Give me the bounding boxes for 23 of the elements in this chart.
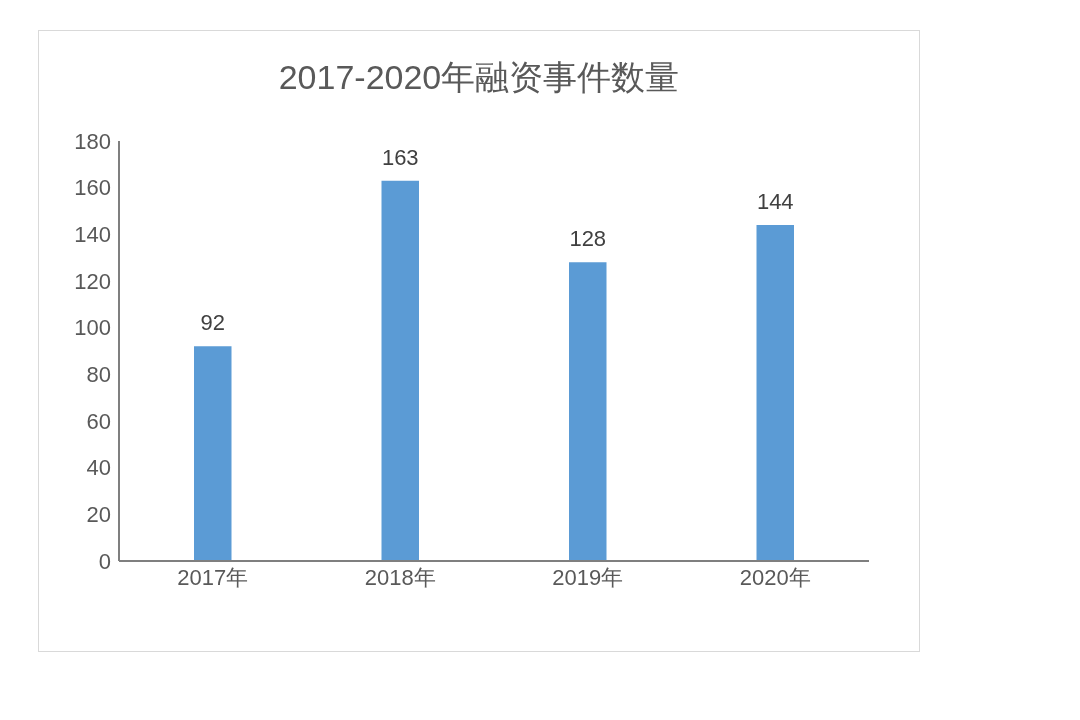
y-tick-label: 20	[86, 502, 111, 528]
y-tick-label: 0	[98, 548, 111, 574]
y-tick-label: 140	[74, 222, 111, 248]
data-label: 92	[200, 310, 225, 336]
data-label: 144	[756, 189, 794, 214]
data-label: 163	[381, 144, 419, 170]
bar	[381, 180, 419, 561]
y-tick-label: 160	[74, 175, 111, 201]
chart-title: 2017-2020年融资事件数量	[277, 57, 681, 98]
x-tick-label: 2018年	[364, 564, 436, 590]
bar	[194, 346, 232, 561]
y-tick-label: 80	[86, 362, 111, 388]
y-tick-label: 100	[74, 315, 111, 341]
y-tick-label: 40	[86, 455, 111, 481]
x-tick-label: 2019年	[552, 564, 624, 590]
y-tick-label: 180	[74, 128, 111, 154]
data-label: 128	[569, 226, 607, 252]
x-tick-label: 2020年	[739, 564, 811, 590]
bar	[756, 225, 794, 561]
x-tick-label: 2017年	[177, 564, 249, 590]
y-tick-label: 120	[74, 268, 111, 294]
bar	[569, 262, 607, 561]
y-tick-label: 60	[86, 408, 111, 434]
